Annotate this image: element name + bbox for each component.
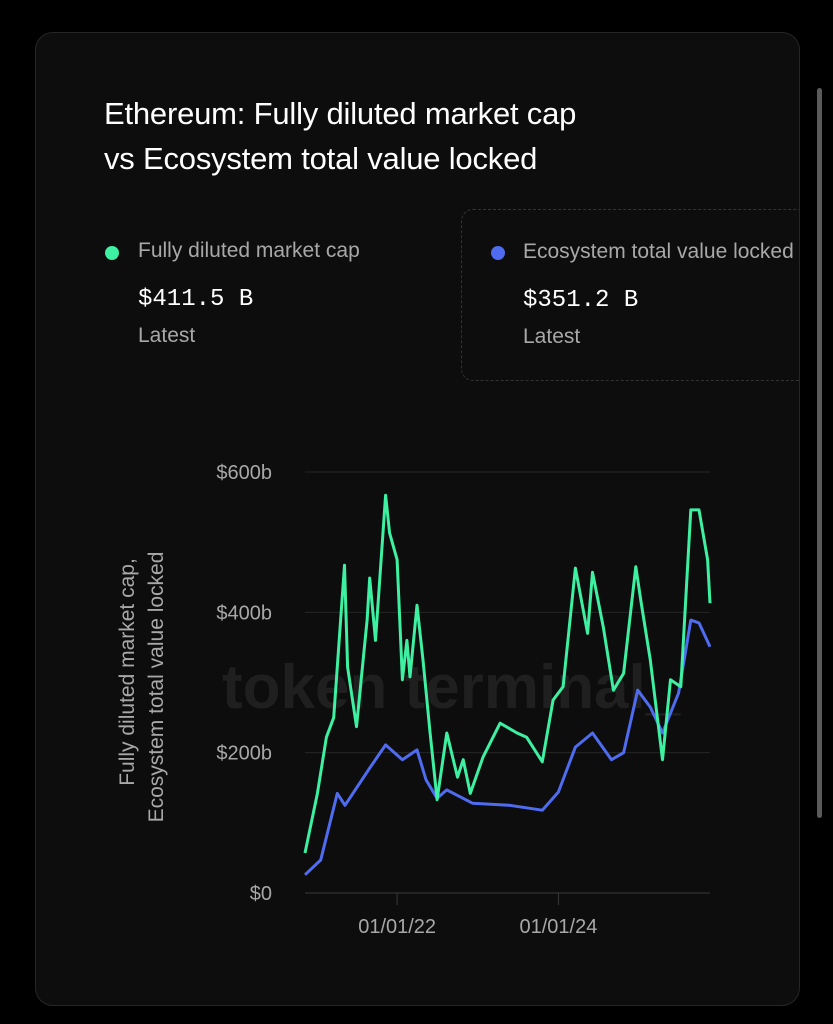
legend-sublabel: Latest (138, 324, 196, 347)
chart-card: Ethereum: Fully diluted market cap vs Ec… (35, 32, 800, 1006)
y-axis-label-line2: Ecosystem total value locked (145, 552, 168, 823)
x-tick-label: 01/01/24 (519, 916, 597, 938)
y-tick-label: $400b (216, 602, 272, 624)
legend-dot-icon (491, 246, 505, 260)
y-tick-label: $200b (216, 743, 272, 765)
series-line-fdmc (303, 493, 712, 854)
legend-value: $351.2 B (523, 287, 639, 314)
scrollbar[interactable] (817, 88, 822, 818)
legend-label: Ecosystem total value locked (523, 240, 794, 263)
legend-item-fdmc[interactable]: Fully diluted market cap $411.5 B Latest (104, 209, 444, 379)
chart-title: Ethereum: Fully diluted market cap vs Ec… (104, 91, 744, 181)
chart-title-line2: vs Ecosystem total value locked (104, 141, 538, 176)
legend-value: $411.5 B (138, 286, 254, 313)
y-tick-label: $600b (216, 462, 272, 484)
legend-sublabel: Latest (523, 325, 581, 348)
series-line-tvl (303, 618, 712, 876)
legend-label: Fully diluted market cap (138, 239, 360, 262)
x-tick-label: 01/01/22 (358, 916, 436, 938)
legend-dot-icon (105, 246, 119, 260)
y-axis-label-line1: Fully diluted market cap, (116, 558, 139, 786)
watermark: token terminal_ (222, 653, 682, 722)
y-tick-label: $0 (250, 883, 272, 905)
legend-item-tvl[interactable]: Ecosystem total value locked $351.2 B La… (461, 209, 799, 381)
chart-title-line1: Ethereum: Fully diluted market cap (104, 96, 577, 131)
